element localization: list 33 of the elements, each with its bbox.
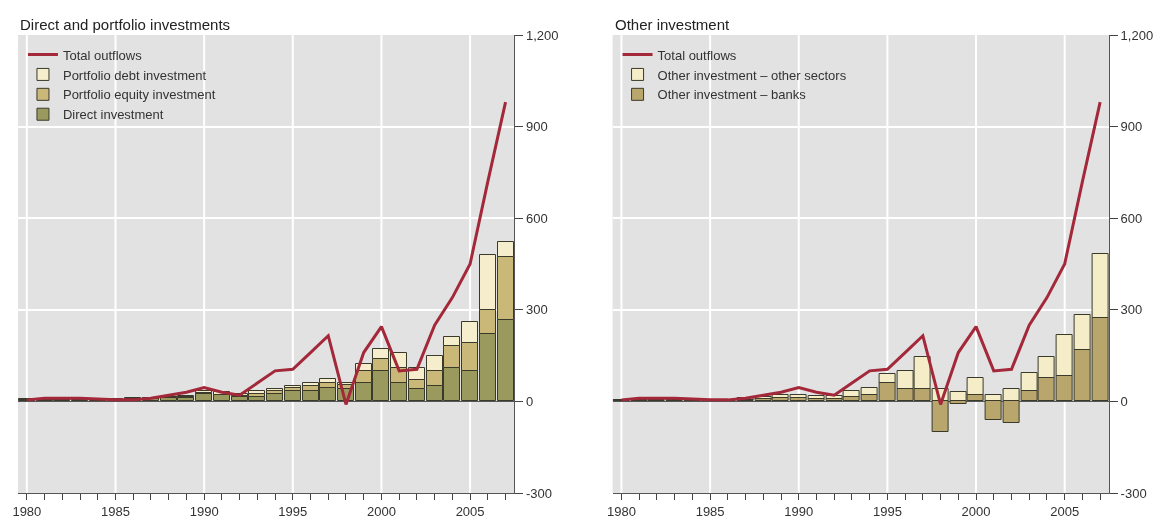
- legend-label: Other investment – other sectors: [657, 67, 847, 83]
- legend-label: Direct investment: [62, 107, 164, 123]
- x-tick-label: 1990: [784, 503, 814, 519]
- chart-title: Direct and portfolio investments: [20, 16, 231, 33]
- x-tick-label: 1990: [189, 503, 219, 519]
- y-tick-label: -300: [1120, 485, 1147, 501]
- legend-label: Total outflows: [62, 47, 143, 63]
- x-tick-label: 1985: [695, 503, 725, 519]
- x-tick-label: 1980: [606, 503, 636, 519]
- legend-label: Portfolio equity investment: [62, 87, 216, 103]
- x-tick-label: 2005: [1050, 503, 1080, 519]
- x-tick-label: 1985: [101, 503, 130, 519]
- y-tick-label: 300: [1120, 302, 1143, 318]
- y-tick-label: 1,200: [526, 27, 559, 43]
- y-tick-label: 300: [526, 302, 548, 318]
- x-tick-label: 1980: [12, 503, 42, 519]
- legend-label: Other investment – banks: [657, 87, 807, 103]
- x-tick-label: 2000: [961, 503, 991, 519]
- x-tick-label: 2005: [455, 503, 485, 519]
- y-tick-label: 600: [1120, 210, 1143, 226]
- y-tick-label: 900: [526, 119, 548, 135]
- x-tick-label: 1995: [872, 503, 902, 519]
- y-tick-label: 1,200: [1120, 27, 1154, 43]
- x-tick-label: 1995: [278, 503, 308, 519]
- chart-title: Other investment: [615, 16, 731, 33]
- x-tick-label: 2000: [366, 503, 396, 519]
- y-tick-label: 0: [526, 393, 534, 409]
- legend-label: Portfolio debt investment: [62, 67, 207, 83]
- y-tick-label: 600: [526, 210, 548, 226]
- legend-label: Total outflows: [657, 47, 737, 63]
- y-tick-label: 900: [1120, 119, 1143, 135]
- y-tick-label: 0: [1120, 393, 1128, 409]
- y-tick-label: -300: [526, 485, 553, 501]
